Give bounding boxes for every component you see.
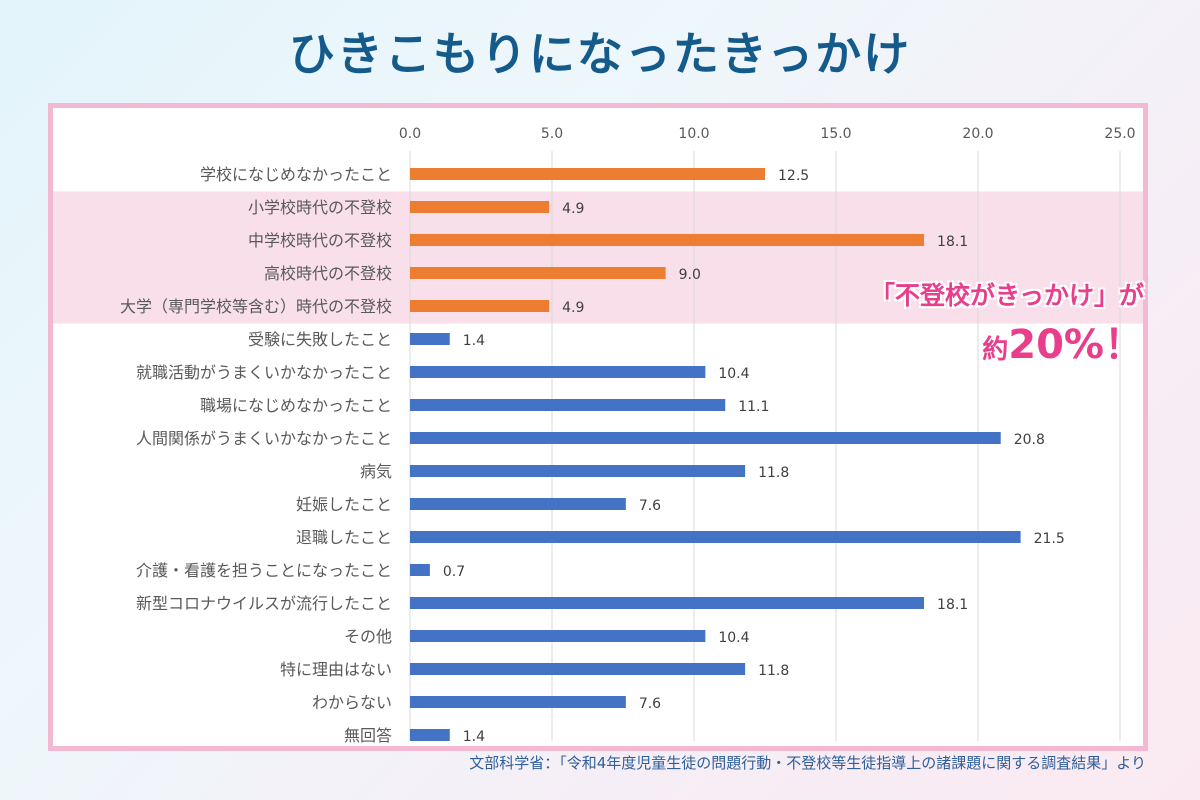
chart-frame: 0.0 5.0 10.0 15.0 20.0 25.0 学校になじめなかったこと 12.5 小学… (48, 103, 1148, 751)
category-label: 高校時代の不登校 (264, 264, 392, 283)
category-label: 小学校時代の不登校 (248, 198, 392, 217)
value-label: 10.4 (718, 630, 749, 646)
value-label: 0.7 (443, 564, 465, 580)
category-label: わからない (312, 693, 392, 712)
bar-chart: 0.0 5.0 10.0 15.0 20.0 25.0 学校になじめなかったこと 12.5 小学… (53, 126, 1143, 745)
x-tick-label: 15.0 (820, 126, 851, 142)
category-label: 妊娠したこと (296, 495, 392, 514)
callout: 「不登校がきっかけ」が 約20%！ (870, 280, 1144, 377)
category-label: 就職活動がうまくいかなかったこと (136, 363, 392, 382)
category-label: 人間関係がうまくいかなかったこと (136, 429, 392, 448)
bar (410, 234, 925, 246)
bar (410, 564, 430, 576)
x-tick-label: 0.0 (399, 126, 421, 142)
category-label: 特に理由はない (280, 660, 392, 679)
category-label: 中学校時代の不登校 (248, 231, 392, 250)
bar (410, 366, 706, 378)
bar (410, 201, 550, 213)
bar (410, 663, 746, 675)
page-title: ひきこもりになったきっかけ (288, 27, 912, 81)
value-label: 11.1 (738, 399, 769, 415)
category-label: 大学（専門学校等含む）時代の不登校 (120, 297, 392, 316)
highlight-band (53, 191, 1143, 324)
value-label: 12.5 (778, 168, 809, 184)
value-label: 21.5 (1034, 531, 1065, 547)
bar (410, 432, 1001, 444)
callout-highlight: 20%！ (1008, 322, 1144, 368)
callout-line1: 「不登校がきっかけ」が (869, 281, 1144, 310)
value-label: 18.1 (937, 234, 968, 250)
category-label: 無回答 (344, 726, 392, 745)
bar (410, 333, 450, 345)
value-label: 11.8 (758, 663, 789, 679)
bar (410, 597, 925, 609)
x-tick-label: 10.0 (678, 126, 709, 142)
callout-prefix: 約 (982, 335, 1009, 365)
category-label: 学校になじめなかったこと (200, 165, 392, 184)
bar (410, 300, 550, 312)
bar (410, 696, 626, 708)
category-label: 新型コロナウイルスが流行したこと (136, 594, 392, 613)
bar (410, 267, 666, 279)
value-label: 18.1 (937, 597, 968, 613)
value-label: 11.8 (758, 465, 789, 481)
category-label: その他 (344, 627, 392, 646)
category-label: 病気 (360, 462, 392, 481)
value-label: 4.9 (562, 201, 584, 217)
category-label: 介護・看護を担うことになったこと (136, 561, 392, 580)
category-label: 職場になじめなかったこと (200, 396, 392, 415)
callout-line2: 約20%！ (870, 318, 1144, 377)
value-label: 9.0 (679, 267, 701, 283)
value-label: 20.8 (1014, 432, 1045, 448)
value-label: 4.9 (562, 300, 584, 316)
bar (410, 630, 706, 642)
bar (410, 168, 765, 180)
x-tick-label: 5.0 (541, 126, 563, 142)
bar (410, 531, 1021, 543)
bar (410, 399, 726, 411)
category-label: 受験に失敗したこと (248, 330, 392, 349)
bar (410, 498, 626, 510)
value-label: 7.6 (639, 498, 661, 514)
bar (410, 465, 746, 477)
value-label: 7.6 (639, 696, 661, 712)
bar (410, 729, 450, 741)
source-note: 文部科学省：「令和4年度児童生徒の問題行動・不登校等生徒指導上の諸課題に関する調… (469, 754, 1146, 772)
x-tick-label: 20.0 (962, 126, 993, 142)
value-label: 1.4 (463, 729, 485, 745)
category-label: 退職したこと (296, 528, 392, 547)
x-tick-label: 25.0 (1104, 126, 1135, 142)
value-label: 1.4 (463, 333, 485, 349)
value-label: 10.4 (718, 366, 749, 382)
